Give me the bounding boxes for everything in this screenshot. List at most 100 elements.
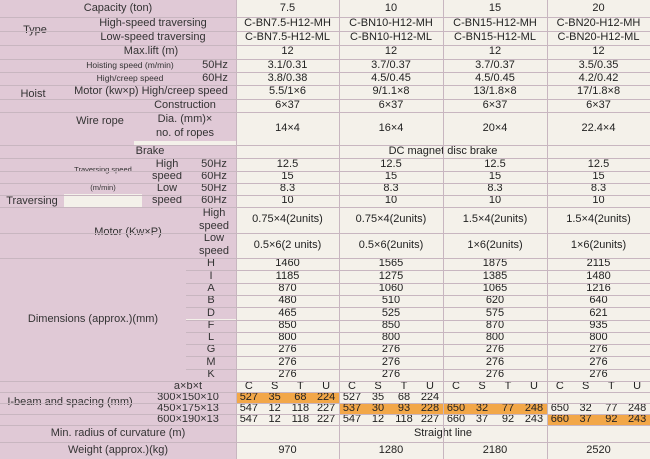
dimension-value: 276	[485, 344, 505, 356]
ibeam-value: 35	[261, 392, 288, 403]
dimension-key: A	[186, 282, 236, 295]
high-speed-word: speed	[142, 171, 192, 183]
ibeam-value: 224	[420, 392, 440, 403]
hoist-motor-value: 9/1.1×8	[372, 85, 410, 98]
hoisting-50hz-value: 3.7/0.37	[475, 59, 515, 71]
row-divider	[0, 381, 650, 382]
dimension-value: 850	[278, 319, 297, 331]
ibeam-value	[495, 392, 521, 403]
row-divider	[0, 403, 650, 404]
dimension-value: 800	[485, 331, 505, 344]
ibeam-value: 37	[475, 414, 489, 425]
hz60-label: 60Hz	[194, 72, 236, 85]
max-lift-value: 12	[592, 45, 605, 58]
traversing-high-60hz: 15	[384, 171, 398, 183]
ibeam-col-header: C	[348, 381, 356, 392]
ibeam-value: 37	[572, 414, 599, 425]
dimension-value: 870	[278, 282, 297, 294]
ibeam-value: 77	[495, 403, 521, 414]
hoisting-60hz-value: 4.2/0.42	[578, 72, 619, 84]
row-divider	[0, 414, 650, 415]
dimension-value: 276	[381, 356, 401, 368]
row-divider	[186, 282, 650, 284]
low-speed-model: C-BN15-H12-ML	[454, 31, 536, 44]
ibeam-value: 12	[371, 414, 385, 425]
dimension-value: 640	[589, 294, 608, 307]
low-speed-word: speed	[142, 195, 192, 207]
traversing-label: Traversing	[0, 145, 64, 258]
ibeam-value: 118	[395, 414, 413, 425]
ibeam-col-header: C	[555, 381, 564, 392]
hoisting-60hz-value: 4.5/0.45	[371, 72, 411, 84]
high-speed-model: C-BN20-H12-MH	[556, 17, 641, 30]
curvature-label: Min. radius of curvature (m)	[0, 425, 236, 442]
row-divider	[0, 183, 650, 184]
traversing-motor-low: 1×6(2units)	[467, 238, 523, 251]
brake-value: DC magnet disc brake	[388, 145, 498, 157]
ibeam-col-header: C	[452, 381, 460, 392]
dimension-value: 276	[278, 356, 297, 368]
ibeam-col-header: C	[244, 381, 253, 392]
ibeam-value	[624, 392, 650, 403]
ibeam-value: 32	[469, 403, 495, 414]
dimension-value: 525	[381, 307, 401, 319]
traversing-low-50hz: 8.3	[279, 183, 296, 195]
row-divider	[186, 319, 650, 321]
ibeam-col-header: U	[633, 381, 642, 392]
dimension-value: 870	[485, 319, 505, 331]
ibeam-value: 243	[524, 414, 544, 425]
row-divider	[0, 207, 650, 208]
max-lift-value: 12	[488, 45, 502, 58]
traversing-motor-label: Motor (Kw×P)	[64, 207, 192, 258]
hz50-label: 50Hz	[192, 158, 236, 171]
dimension-value: 276	[589, 356, 608, 368]
row-divider	[0, 442, 650, 443]
ibeam-col-header: U	[530, 381, 538, 392]
ibeam-col-header: T	[608, 381, 615, 392]
traversing-speed-unit: (m/min)	[64, 182, 142, 194]
low-speed-label: Low-speed traversing	[70, 31, 236, 45]
ibeam-col-header: S	[374, 381, 382, 392]
row-divider	[0, 171, 650, 172]
dia-value: 20×4	[482, 121, 508, 134]
ibeam-value: 12	[268, 403, 281, 414]
row-divider	[186, 331, 650, 333]
traversing-high-50hz: 12.5	[276, 158, 299, 170]
dimension-key: L	[186, 331, 236, 345]
row-divider	[0, 112, 650, 113]
dimension-value: 1875	[482, 258, 508, 270]
dimension-value: 1060	[378, 282, 404, 294]
hoist-label: Hoist	[0, 45, 66, 145]
dimension-value: 276	[485, 356, 505, 368]
ibeam-value: 224	[313, 392, 339, 403]
traversing-high-60hz: 15	[592, 171, 605, 183]
ibeam-value: 93	[391, 403, 417, 414]
motor-high-speed-word: speed	[192, 220, 236, 233]
weight-value: 2180	[482, 443, 508, 456]
column-divider	[339, 0, 340, 459]
high-label: High	[142, 158, 192, 171]
dimension-value: 1385	[482, 270, 508, 282]
row-divider	[0, 425, 650, 426]
traversing-motor-low: 0.5×6(2 units)	[253, 238, 322, 251]
high-creep-label: High/creep speed	[66, 72, 194, 85]
dimension-key: G	[186, 344, 236, 357]
ibeam-value: 248	[627, 403, 647, 414]
ibeam-value: 92	[501, 414, 515, 425]
construction-value: 6×37	[275, 99, 300, 111]
dimension-value: 276	[381, 368, 401, 381]
traversing-low-50hz: 8.3	[590, 183, 607, 195]
ibeam-value	[547, 392, 573, 403]
ibeam-col-header: S	[581, 381, 590, 392]
dimension-value: 1275	[378, 270, 404, 282]
ibeam-col-header: T	[504, 381, 512, 392]
dimension-value: 621	[589, 307, 608, 319]
ibeam-value: 92	[598, 414, 625, 425]
high-speed-model: C-BN10-H12-MH	[349, 17, 433, 30]
dimension-value: 1216	[586, 282, 611, 294]
motor-high-label: High	[192, 207, 236, 220]
row-divider	[0, 31, 650, 32]
ibeam-value	[599, 392, 625, 403]
dimension-key: B	[186, 294, 236, 308]
weight-label: Weight (approx.)(kg)	[0, 442, 236, 459]
